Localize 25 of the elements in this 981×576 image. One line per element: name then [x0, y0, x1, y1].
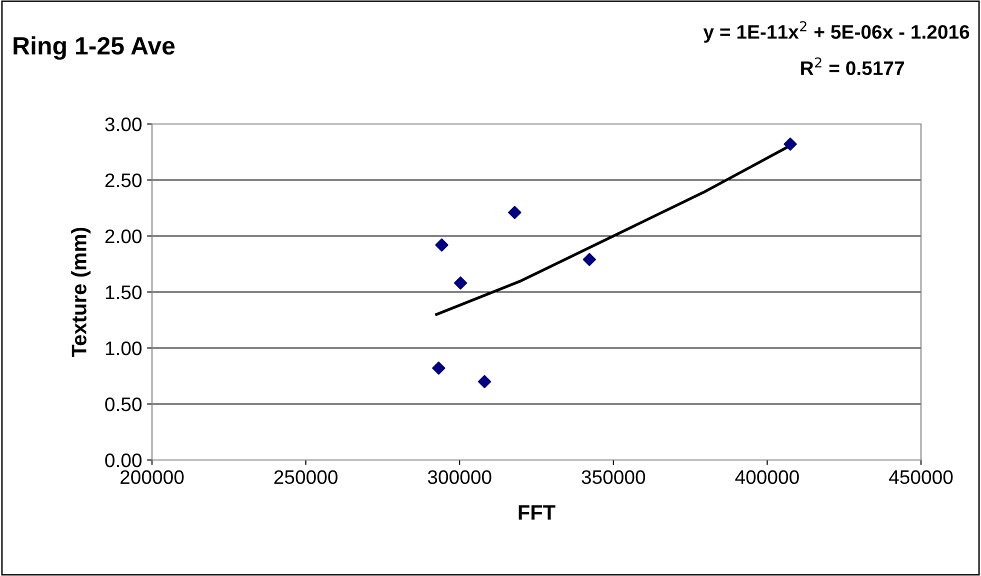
y-tick-label: 3.00: [105, 117, 142, 132]
text: R$^{2}$ = 0.5177: [801, 57, 904, 76]
point: [508, 206, 522, 220]
point: [582, 252, 596, 266]
x-tick-label: 350000: [582, 470, 646, 484]
x-tick-label: 250000: [274, 470, 338, 484]
x-axis-title: FFT: [518, 505, 556, 520]
point: [432, 362, 446, 375]
y-tick-label: 1.50: [106, 285, 142, 300]
y-tick-label: 2.50: [105, 173, 142, 188]
x-tick-label: 200000: [120, 470, 184, 484]
point: [435, 238, 448, 252]
point: [478, 375, 492, 388]
y-tick-label: 2.00: [105, 229, 142, 244]
y-axis-title: Texture (mm): [71, 228, 91, 357]
x-tick-label: 300000: [428, 470, 492, 484]
y-tick-label: 0.50: [105, 397, 142, 412]
y-tick-label: 0.00: [105, 453, 142, 468]
text: y = 1E-11x$^{2}$ + 5E-06x - 1.2016: [703, 21, 970, 43]
point: [784, 138, 797, 151]
y-tick-label: 1.00: [106, 341, 142, 356]
chart-title: Ring 1-25 Ave: [14, 36, 175, 60]
x-tick-label: 450000: [889, 470, 953, 484]
point: [454, 276, 468, 290]
x-tick-label: 400000: [735, 470, 799, 484]
